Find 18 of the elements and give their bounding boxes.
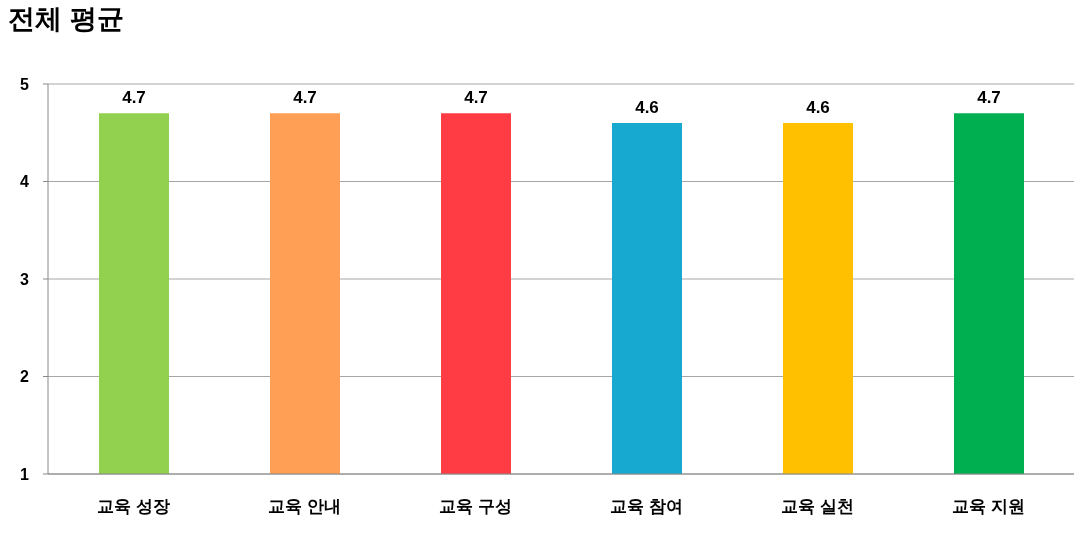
y-tick-label: 5 [20, 75, 30, 93]
y-tick-label: 4 [20, 173, 30, 191]
data-label: 4.6 [635, 98, 659, 117]
data-label: 4.7 [464, 88, 488, 108]
x-tick-label: 교육 참여 [610, 497, 683, 517]
y-tick-label: 1 [20, 465, 30, 483]
data-label: 4.6 [806, 98, 830, 117]
data-label: 4.7 [977, 88, 1001, 108]
data-label: 4.7 [122, 88, 146, 108]
data-label: 4.7 [293, 88, 317, 108]
y-tick-label: 2 [20, 368, 30, 386]
x-tick-label: 교육 실천 [781, 497, 854, 517]
x-tick-label: 교육 구성 [439, 497, 512, 517]
y-tick-label: 3 [20, 270, 30, 288]
x-tick-label: 교육 지원 [952, 497, 1025, 517]
x-tick-label: 교육 안내 [268, 497, 341, 517]
x-tick-label: 교육 성장 [97, 497, 170, 517]
chart-title: 전체 평균 [8, 4, 125, 36]
